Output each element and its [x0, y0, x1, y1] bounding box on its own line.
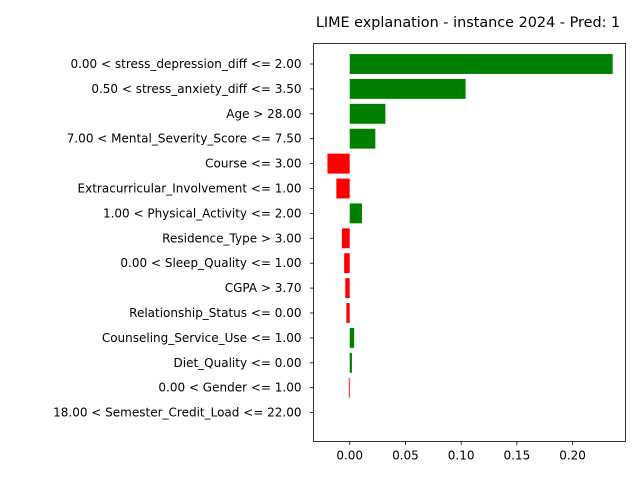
- bar: [327, 153, 350, 174]
- bar: [336, 178, 350, 199]
- x-tick-label: 0.10: [448, 449, 475, 463]
- bar: [349, 128, 376, 149]
- y-tick-label: 18.00 < Semester_Credit_Load <= 22.00: [53, 406, 301, 420]
- y-tick-label: Diet_Quality <= 0.00: [174, 356, 302, 370]
- bars-group: [327, 54, 613, 398]
- y-tick-label: Counseling_Service_Use <= 1.00: [102, 331, 302, 345]
- y-tick-labels: 0.00 < stress_depression_diff <= 2.00 0.5…: [53, 57, 314, 420]
- x-tick-label: 0.20: [559, 449, 586, 463]
- y-tick-label: CGPA > 3.70: [225, 281, 302, 295]
- y-tick-label: 0.00 < Gender <= 1.00: [158, 381, 301, 395]
- y-tick-label: 0.00 < stress_depression_diff <= 2.00: [70, 57, 301, 71]
- x-axis: 0.00 0.05 0.10 0.15 0.20: [336, 441, 586, 463]
- y-tick-label: Extracurricular_Involvement <= 1.00: [78, 182, 302, 196]
- y-tick-label: Age > 28.00: [226, 107, 301, 121]
- y-tick-label: Relationship_Status <= 0.00: [129, 306, 301, 320]
- bar: [345, 278, 350, 299]
- bar: [349, 54, 613, 74]
- plot-frame: [313, 43, 626, 442]
- chart-title: LIME explanation - instance 2024 - Pred:…: [316, 15, 620, 31]
- x-tick-label: 0.05: [392, 449, 419, 463]
- bar: [346, 303, 350, 323]
- y-tick-label: 1.00 < Physical_Activity <= 2.00: [103, 206, 302, 220]
- y-tick-label: 0.50 < stress_anxiety_diff <= 3.50: [91, 82, 301, 96]
- bar: [348, 377, 350, 398]
- bar: [344, 253, 350, 274]
- bar: [349, 103, 386, 124]
- x-tick-label: 0.00: [336, 449, 363, 463]
- bar: [349, 352, 352, 373]
- y-tick-label: Course <= 3.00: [205, 157, 301, 171]
- bar: [341, 228, 350, 249]
- bar: [349, 203, 362, 224]
- bar: [349, 78, 466, 99]
- y-tick-label: Residence_Type > 3.00: [162, 231, 301, 245]
- y-tick-label: 0.00 < Sleep_Quality <= 1.00: [120, 256, 301, 270]
- bar: [349, 327, 355, 348]
- x-tick-label: 0.15: [503, 449, 530, 463]
- y-tick-label: 7.00 < Mental_Severity_Score <= 7.50: [67, 132, 302, 146]
